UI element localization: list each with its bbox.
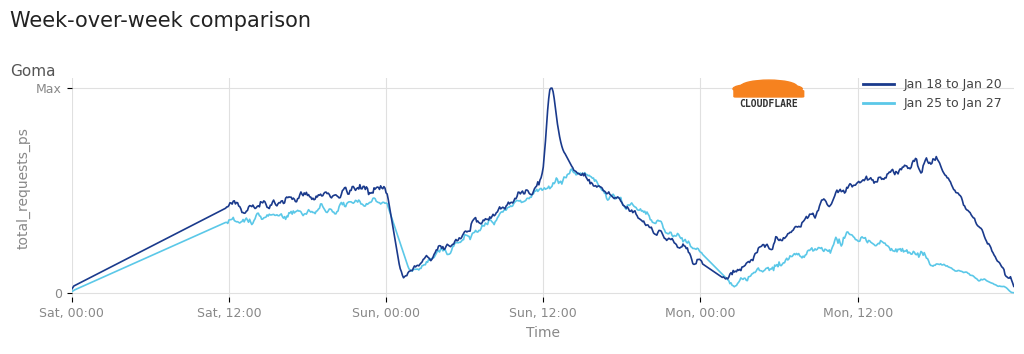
Text: Week-over-week comparison: Week-over-week comparison [10, 11, 311, 30]
Ellipse shape [733, 85, 771, 93]
Ellipse shape [740, 80, 797, 93]
Y-axis label: total_requests_ps: total_requests_ps [16, 127, 31, 249]
Text: Goma: Goma [10, 64, 55, 79]
Ellipse shape [769, 85, 802, 93]
FancyBboxPatch shape [734, 91, 804, 97]
Legend: Jan 18 to Jan 20, Jan 25 to Jan 27: Jan 18 to Jan 20, Jan 25 to Jan 27 [857, 73, 1008, 115]
X-axis label: Time: Time [525, 326, 560, 339]
Text: CLOUDFLARE: CLOUDFLARE [739, 99, 798, 109]
